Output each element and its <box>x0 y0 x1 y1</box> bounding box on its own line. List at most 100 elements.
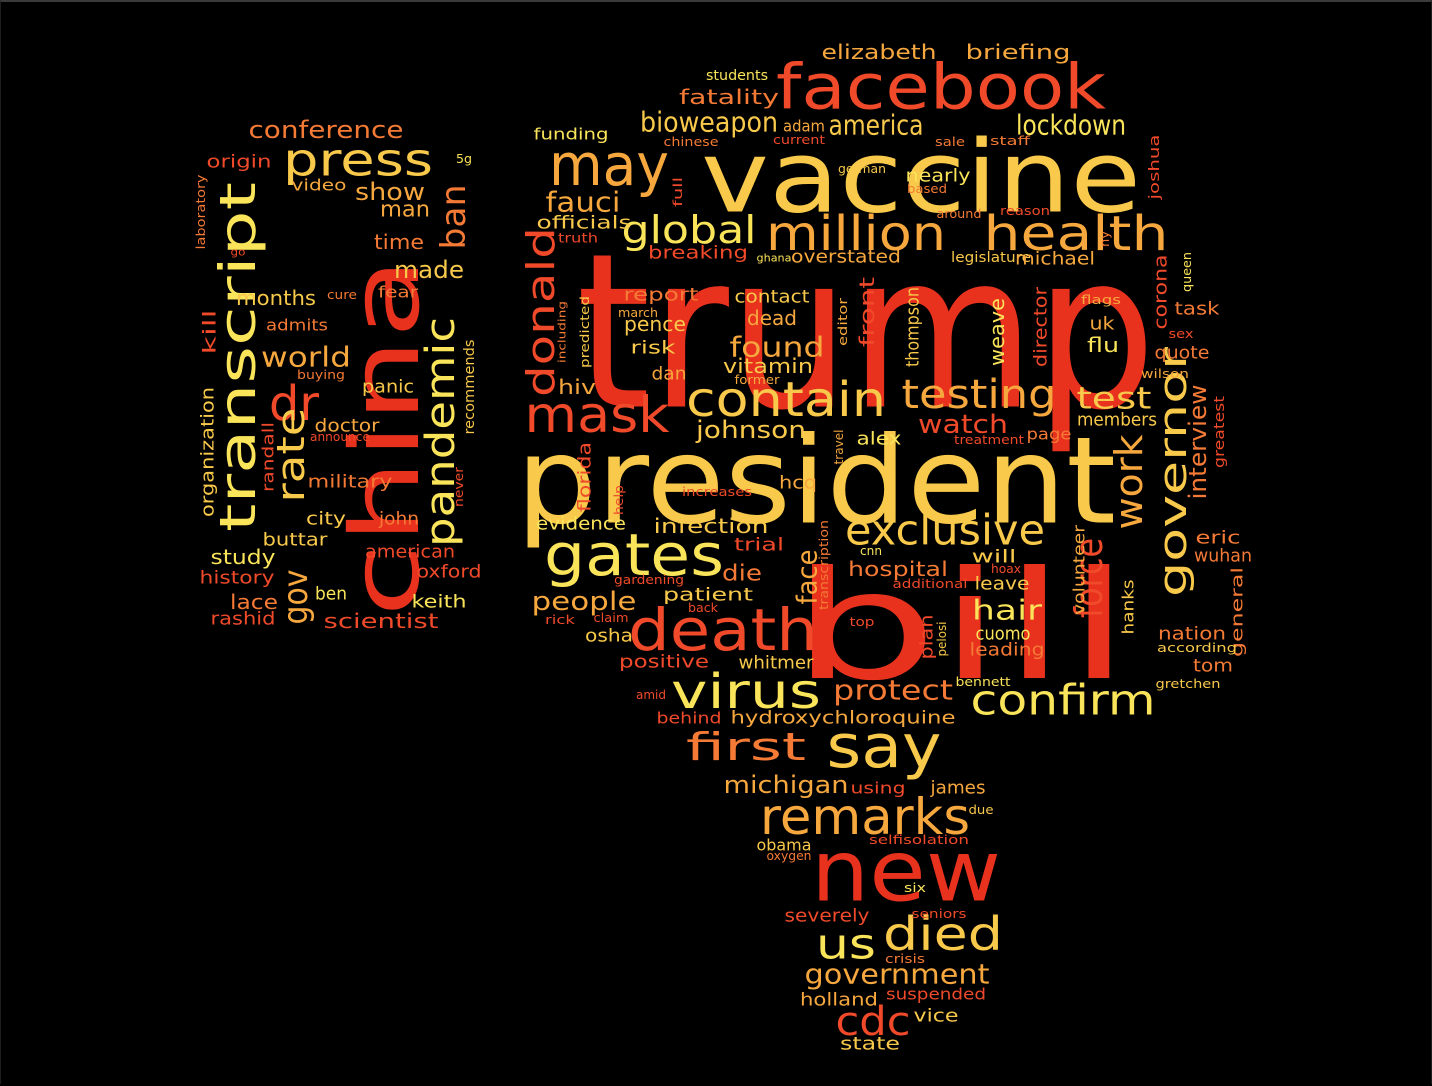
word-director: director <box>1031 286 1052 367</box>
word-hydroxychloroquine: hydroxychloroquine <box>731 708 956 729</box>
word-leading: leading <box>970 640 1045 661</box>
word-history: history <box>200 568 275 589</box>
word-according: according <box>1157 641 1237 655</box>
word-increases: increases <box>682 485 752 499</box>
word-tom: tom <box>1193 656 1233 677</box>
word-pandemic: pandemic <box>418 317 464 547</box>
word-funding: funding <box>534 125 609 144</box>
word-rashid: rashid <box>211 609 276 630</box>
word-recommends: recommends <box>462 340 478 435</box>
word-vaccine: vaccine <box>701 119 1141 236</box>
word-using: using <box>851 779 906 798</box>
word-editor: editor <box>836 298 850 346</box>
word-gretchen: gretchen <box>1156 677 1221 691</box>
word-oxygen: oxygen <box>767 849 812 863</box>
word-dr: dr <box>269 376 319 432</box>
word-uk: uk <box>1090 314 1116 335</box>
word-people: people <box>532 587 637 617</box>
word-alex: alex <box>857 429 902 450</box>
word-reason: reason <box>1000 204 1050 218</box>
word-elizabeth: elizabeth <box>822 40 937 64</box>
word-volunteer: volunteer <box>1070 525 1089 615</box>
word-cuomo: cuomo <box>976 624 1031 645</box>
word-trump: trump <box>576 207 1156 458</box>
word-rate: rate <box>269 408 313 503</box>
word-six: six <box>904 881 926 895</box>
word-full: full <box>671 177 685 207</box>
word-joshua: joshua <box>1147 135 1163 201</box>
word-wuhan: wuhan <box>1194 546 1252 567</box>
word-interview: interview <box>1184 385 1212 500</box>
word-contact: contact <box>735 287 810 308</box>
word-will: will <box>972 547 1017 568</box>
word-laboratory: laboratory <box>194 175 208 250</box>
word-died: died <box>883 907 1003 961</box>
word-time: time <box>374 230 424 254</box>
word-page: page <box>1027 425 1072 444</box>
word-legislature: legislature <box>951 250 1031 266</box>
word-american: american <box>365 542 455 563</box>
word-including: including <box>556 301 569 363</box>
word-global: global <box>622 208 757 252</box>
word-mask: mask <box>525 386 670 444</box>
word-testing: testing <box>902 372 1057 418</box>
word-sex: sex <box>1169 327 1194 341</box>
word-lace: lace <box>230 590 278 614</box>
word-gates: gates <box>544 521 724 589</box>
word-die: die <box>722 562 762 587</box>
word-doctor: doctor <box>315 416 381 437</box>
word-work: work <box>1107 435 1151 530</box>
word-dan: dan <box>652 364 687 385</box>
word-donald: donald <box>519 227 563 397</box>
word-months: months <box>236 286 316 310</box>
word-leave: leave <box>975 574 1030 595</box>
word-whitmer: whitmer <box>739 653 815 674</box>
word-hair: hair <box>972 594 1043 627</box>
word-facebook: facebook <box>776 51 1106 124</box>
word-ghana: ghana <box>757 252 792 265</box>
word-hoax: hoax <box>991 562 1021 576</box>
word-organization: organization <box>198 387 219 517</box>
word-pelosi: pelosi <box>935 622 949 657</box>
word-us: us <box>816 920 876 969</box>
word-selfisolation: selfisolation <box>869 833 969 847</box>
word-transcription: transcription <box>817 520 831 610</box>
word-evidence: evidence <box>536 514 626 535</box>
word-thompson: thompson <box>903 287 924 367</box>
word-claim: claim <box>594 611 629 625</box>
word-man: man <box>380 198 430 223</box>
word-vitamin: vitamin <box>723 354 813 378</box>
word-contain: contain <box>686 372 886 428</box>
word-video: video <box>292 176 347 195</box>
word-ny: ny <box>1098 231 1112 247</box>
word-bill: bill <box>791 540 1131 714</box>
word-weave: weave <box>985 298 1009 366</box>
word-bennett: bennett <box>956 675 1011 689</box>
word-bioweapon: bioweapon <box>640 106 778 139</box>
word-michigan: michigan <box>724 771 849 799</box>
word-hanks: hanks <box>1119 580 1138 635</box>
word-plan: plan <box>917 615 938 660</box>
word-conference: conference <box>249 116 404 144</box>
word-fauci: fauci <box>546 186 621 219</box>
word-state: state <box>840 1034 900 1055</box>
word-say: say <box>827 712 942 782</box>
word-task: task <box>1175 299 1221 320</box>
word-amid: amid <box>636 688 666 702</box>
word-ben: ben <box>315 584 347 605</box>
word-vice: vice <box>914 1006 959 1027</box>
word-cnn: cnn <box>860 544 882 558</box>
word-chinese: chinese <box>664 135 719 149</box>
word-march: march <box>618 306 658 320</box>
word-watch: watch <box>918 410 1008 440</box>
word-first: first <box>686 725 806 769</box>
word-5g: 5g <box>456 152 472 166</box>
word-help: help <box>612 485 626 515</box>
word-kill: kill <box>200 310 221 355</box>
word-virus: virus <box>671 664 821 720</box>
word-test: test <box>1077 382 1152 417</box>
word-remarks: remarks <box>760 788 970 846</box>
word-panic: panic <box>362 377 414 398</box>
word-cdc: cdc <box>836 999 911 1045</box>
